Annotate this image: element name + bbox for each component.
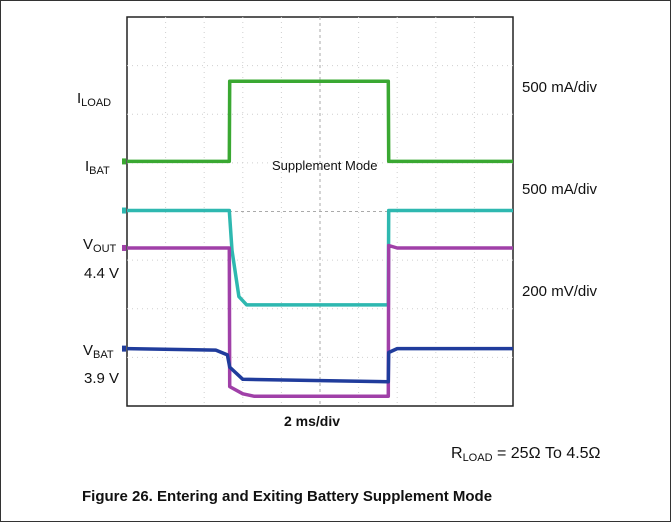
scope-grid — [127, 17, 513, 406]
trace-ibat — [127, 208, 513, 307]
ibat-label: IBAT — [85, 158, 110, 177]
vout-label: VOUT — [83, 236, 117, 255]
vout-level: 4.4 V — [84, 265, 120, 282]
load-condition: RLOAD = 25Ω To 4.5Ω — [451, 445, 601, 464]
vbat-label: VBAT — [83, 342, 114, 361]
vbat-level: 3.9 V — [84, 370, 120, 387]
voltage-scale: 200 mV/div — [522, 283, 598, 300]
trace-iload — [127, 79, 513, 164]
load-current-scale: 500 mA/div — [522, 79, 598, 96]
trace-vbat — [126, 346, 513, 384]
scope-traces — [122, 79, 513, 399]
time-scale-label: 2 ms/div — [284, 413, 341, 429]
trace-marker-iload — [122, 158, 126, 165]
iload-label: ILOAD — [77, 90, 112, 109]
figure-caption: Figure 26. Entering and Exiting Battery … — [82, 488, 493, 505]
trace-vout — [127, 243, 513, 399]
battery-current-scale: 500 mA/div — [522, 181, 598, 198]
trace-marker-ibat — [122, 207, 126, 214]
trace-marker-vout — [122, 244, 126, 251]
trace-marker-vbat — [122, 345, 126, 352]
supplement-mode-annotation: Supplement Mode — [272, 158, 378, 173]
